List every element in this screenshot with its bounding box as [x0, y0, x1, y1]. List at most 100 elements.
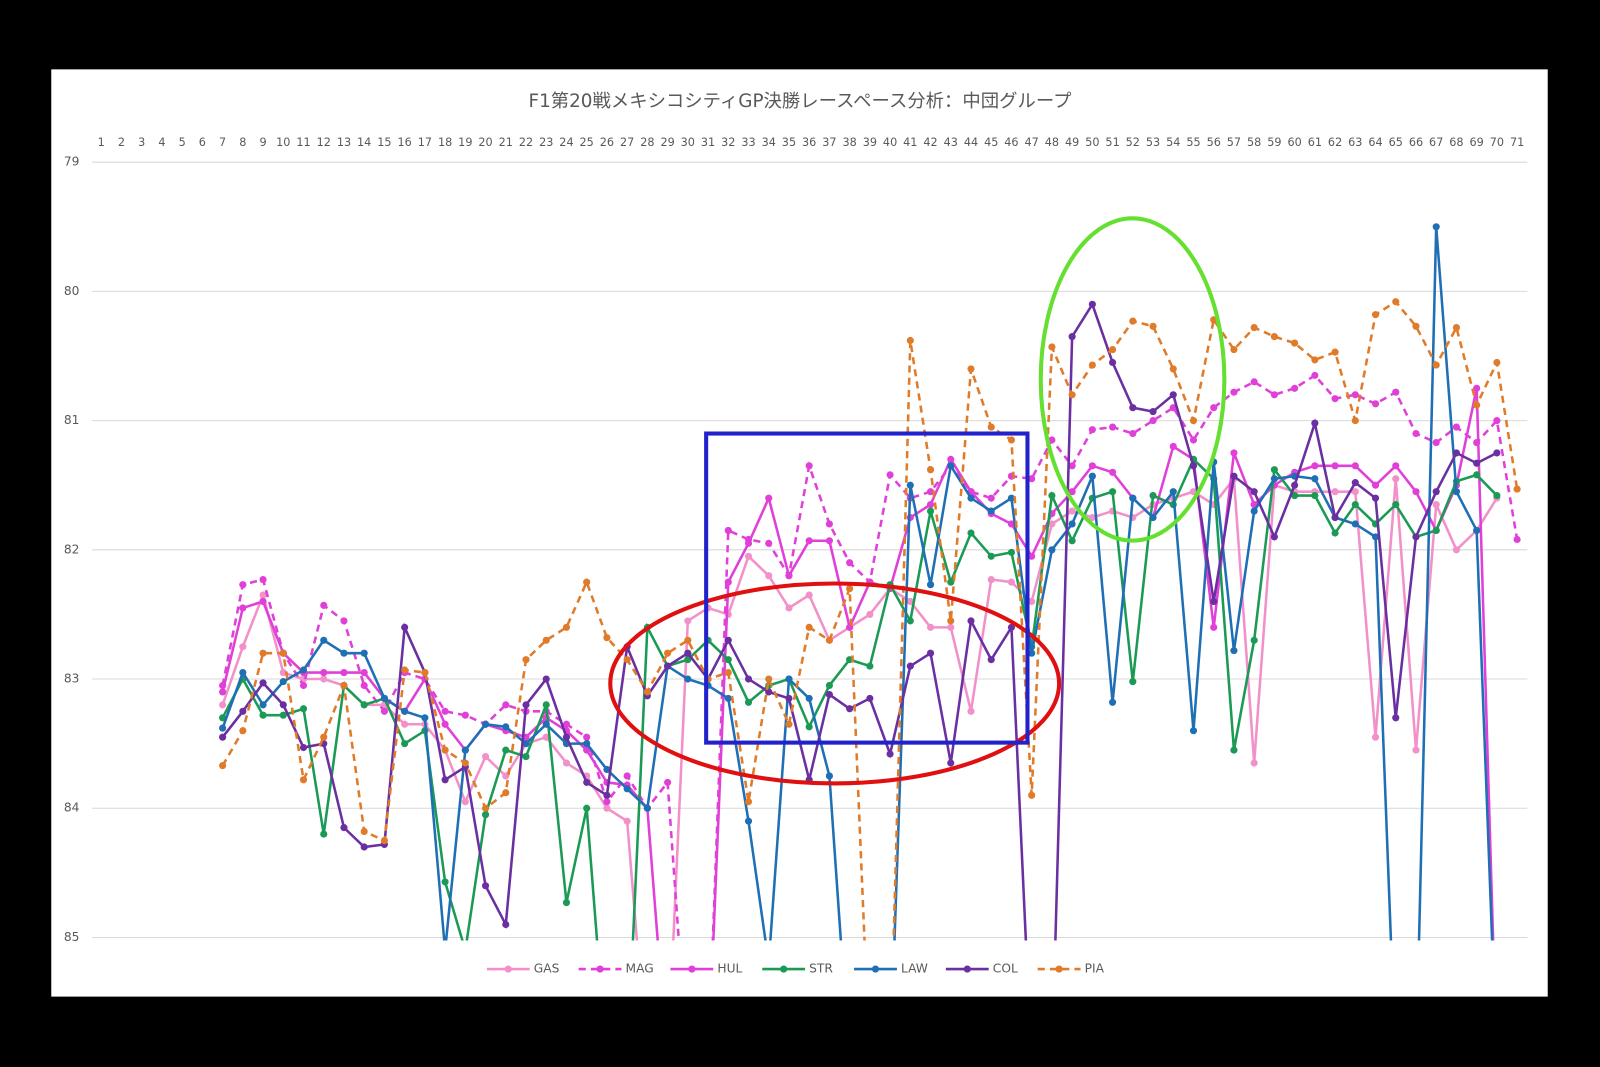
data-point: [926, 581, 935, 589]
data-point: [1068, 488, 1076, 496]
data-point: [1513, 535, 1521, 544]
x-tick-label: 39: [863, 136, 877, 149]
x-tick-label: 31: [701, 136, 715, 149]
data-point: [1048, 343, 1056, 351]
data-point: [947, 623, 955, 631]
x-tick-label: 60: [1287, 136, 1301, 149]
data-point: [380, 836, 388, 845]
data-point: [481, 752, 490, 761]
x-tick-label: 57: [1227, 136, 1241, 149]
legend-label: MAG: [626, 962, 654, 976]
x-tick-label: 42: [923, 136, 937, 149]
data-point: [1048, 546, 1056, 554]
data-point: [1028, 1063, 1035, 1067]
x-tick-label: 30: [681, 136, 695, 149]
data-point: [987, 507, 995, 515]
data-point: [684, 649, 692, 657]
data-point: [805, 694, 813, 702]
data-point: [1088, 300, 1096, 308]
data-point: [1048, 436, 1056, 444]
x-tick-label: 1: [98, 136, 105, 149]
data-point: [1392, 462, 1400, 470]
data-point: [724, 694, 732, 702]
highlight-ellipse-red: [608, 581, 1062, 786]
data-point: [441, 878, 449, 886]
data-point: [461, 798, 469, 806]
data-point: [1473, 384, 1481, 392]
data-point: [340, 649, 348, 657]
data-point: [1088, 513, 1096, 522]
legend-marker: [504, 965, 512, 973]
x-tick-label: 56: [1207, 136, 1221, 149]
data-point: [259, 679, 267, 687]
data-point: [1331, 529, 1339, 537]
data-point: [1129, 317, 1137, 325]
x-tick-label: 49: [1065, 136, 1079, 149]
data-point: [542, 720, 550, 728]
data-point: [279, 711, 287, 719]
series-line: [221, 300, 1519, 941]
data-point: [1311, 491, 1319, 500]
data-point: [664, 649, 672, 657]
x-tick-label: 36: [802, 136, 816, 149]
data-point: [624, 1063, 631, 1067]
data-point: [785, 572, 793, 580]
data-point: [1432, 223, 1440, 231]
data-point: [704, 1063, 711, 1067]
data-point: [1432, 501, 1440, 509]
data-point: [1210, 623, 1218, 631]
data-point: [1291, 339, 1299, 347]
data-point: [299, 666, 308, 674]
data-point: [1452, 423, 1461, 431]
data-point: [1371, 533, 1380, 541]
legend-marker: [596, 965, 604, 973]
data-point: [664, 778, 672, 786]
data-point: [926, 649, 935, 657]
data-point: [1250, 488, 1258, 496]
data-point: [522, 701, 530, 709]
data-point: [1270, 391, 1278, 399]
data-point: [724, 636, 732, 644]
data-point: [279, 669, 287, 677]
data-point: [299, 681, 308, 690]
data-point: [461, 711, 469, 719]
data-point: [825, 520, 833, 528]
data-point: [1048, 520, 1056, 528]
data-point: [1351, 479, 1359, 487]
data-point: [643, 804, 651, 812]
data-point: [481, 882, 490, 890]
data-point: [684, 636, 692, 644]
x-tick-label: 50: [1085, 136, 1099, 149]
data-point: [987, 575, 995, 584]
chart-title: F1第20戦メキシコシティGP決勝レースペース分析：中団グループ: [529, 91, 1073, 112]
data-point: [1250, 507, 1258, 515]
data-point: [1250, 759, 1258, 767]
data-point: [623, 656, 631, 664]
legend-label: STR: [809, 962, 833, 976]
data-point: [1291, 491, 1299, 500]
x-tick-label: 19: [458, 136, 472, 149]
y-tick-label: 84: [64, 801, 80, 815]
data-point: [1412, 322, 1420, 330]
data-point: [1028, 791, 1036, 799]
data-point: [259, 597, 267, 606]
data-point: [542, 636, 550, 644]
data-point: [562, 623, 571, 631]
data-point: [1048, 491, 1056, 500]
x-tick-label: 44: [964, 136, 978, 149]
data-point: [906, 662, 914, 670]
data-point: [239, 604, 247, 612]
data-point: [765, 572, 773, 580]
x-tick-label: 66: [1409, 136, 1423, 149]
data-point: [279, 701, 287, 709]
data-point: [846, 1063, 853, 1067]
data-point: [1068, 537, 1076, 545]
y-tick-label: 82: [64, 542, 80, 556]
data-point: [1351, 391, 1359, 399]
x-tick-label: 18: [438, 136, 452, 149]
data-point: [1371, 481, 1380, 489]
x-tick-label: 11: [296, 136, 310, 149]
x-tick-label: 43: [944, 136, 958, 149]
x-tick-label: 54: [1166, 136, 1180, 149]
